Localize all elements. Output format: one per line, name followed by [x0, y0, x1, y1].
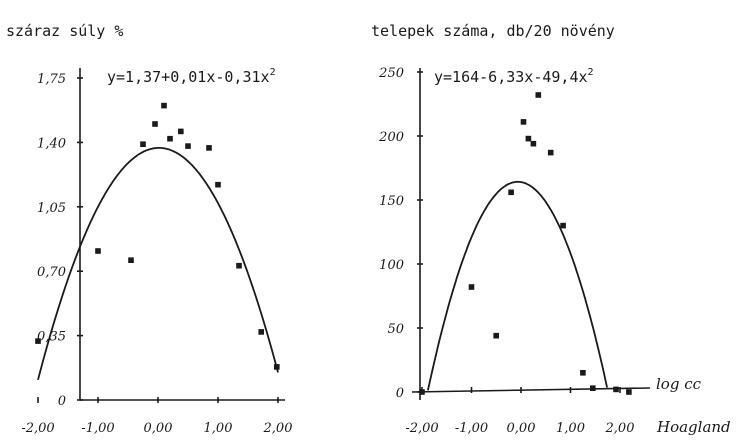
- chart-right-data-point: [508, 189, 514, 196]
- chart-right-ytick-label: 200: [378, 130, 404, 145]
- chart-left-xtick-label: 0,00: [144, 421, 173, 436]
- chart-left-data-point: [185, 143, 191, 149]
- chart-left-xtick-label: 1,00: [204, 421, 233, 436]
- chart-right-data-point: [419, 389, 425, 395]
- chart-right-data-point: [560, 222, 566, 229]
- chart-left-ytick-label: 1,75: [37, 72, 66, 87]
- chart-left-ytick-label: 0,35: [37, 330, 66, 345]
- chart-left-fit-curve: [37, 147, 279, 381]
- chart-right: telepek száma, db/20 növény y=164-6,33x-…: [371, 22, 731, 436]
- chart-right-equation: y=164-6,33x-49,4x2: [434, 67, 594, 86]
- chart-right-title: telepek száma, db/20 növény: [371, 22, 615, 40]
- chart-left-data-point: [258, 329, 264, 335]
- chart-left-xtick-label: 2,00: [263, 421, 293, 436]
- chart-right-xtick-label: 2,00: [605, 421, 635, 436]
- chart-left-data-point: [128, 257, 134, 263]
- chart-left-data-point: [152, 121, 158, 127]
- chart-right-data-point: [535, 92, 542, 98]
- chart-right-xtick-label: 0,00: [507, 421, 536, 436]
- chart-right-data-point: [613, 386, 619, 393]
- chart-right-ytick-label: 150: [379, 194, 404, 209]
- chart-left-data-point: [35, 338, 41, 344]
- chart-right-data-point: [580, 370, 586, 376]
- chart-left-ytick-label: 1,40: [37, 136, 66, 151]
- chart-right-data-point: [468, 284, 475, 290]
- chart-left-ytick-label: 0: [58, 394, 66, 409]
- chart-right-fit-curve: [427, 180, 608, 391]
- chart-right-data-point: [547, 149, 554, 156]
- chart-right-xlabel-secondary: Hoagland: [656, 418, 731, 436]
- chart-right-ytick-label: 50: [387, 322, 404, 337]
- chart-right-ytick-label: 0: [396, 386, 404, 401]
- chart-left-data-point: [236, 262, 242, 269]
- chart-left-data-point: [178, 128, 184, 135]
- chart-left-data-point: [215, 181, 221, 188]
- chart-right-xtick-label: -1,00: [455, 421, 488, 436]
- chart-right-data-point: [626, 389, 632, 395]
- chart-right-data-point: [525, 135, 532, 142]
- chart-left-ytick-label: 0,70: [37, 265, 66, 280]
- chart-left-equation-base: y=1,37+0,01x-0,31x: [107, 68, 270, 86]
- chart-left-data-point: [274, 364, 280, 370]
- chart-right-data-point: [590, 385, 596, 391]
- chart-right-data-point: [493, 332, 499, 339]
- chart-right-ytick-label: 250: [378, 66, 404, 81]
- chart-left-data-point: [206, 145, 212, 151]
- chart-left-equation-exponent: 2: [270, 67, 276, 78]
- chart-right-equation-base: y=164-6,33x-49,4x: [434, 68, 588, 86]
- chart-left-equation: y=1,37+0,01x-0,31x2: [107, 67, 276, 86]
- chart-right-xlabel: log cc: [656, 375, 702, 393]
- chart-left-data-point: [140, 141, 146, 147]
- chart-left: száraz súly % y=1,37+0,01x-0,31x2 0 0,35 0…: [6, 22, 292, 436]
- chart-left-data-point: [161, 102, 167, 109]
- chart-left-ytick-label: 1,05: [37, 201, 66, 216]
- chart-left-xtick-label: -2,00: [21, 421, 54, 436]
- chart-right-data-point: [520, 119, 527, 125]
- chart-left-data-point: [167, 135, 173, 142]
- chart-right-xtick-label: -2,00: [405, 421, 438, 436]
- chart-right-xtick-label: 1,00: [556, 421, 585, 436]
- chart-left-xtick-label: -1,00: [81, 421, 114, 436]
- chart-left-data-point: [95, 248, 101, 254]
- chart-right-ytick-label: 100: [379, 258, 404, 273]
- chart-right-x-axis: [411, 387, 651, 393]
- chart-right-equation-exponent: 2: [588, 67, 594, 78]
- chart-right-data-point: [530, 140, 537, 147]
- chart-left-title: száraz súly %: [6, 22, 123, 40]
